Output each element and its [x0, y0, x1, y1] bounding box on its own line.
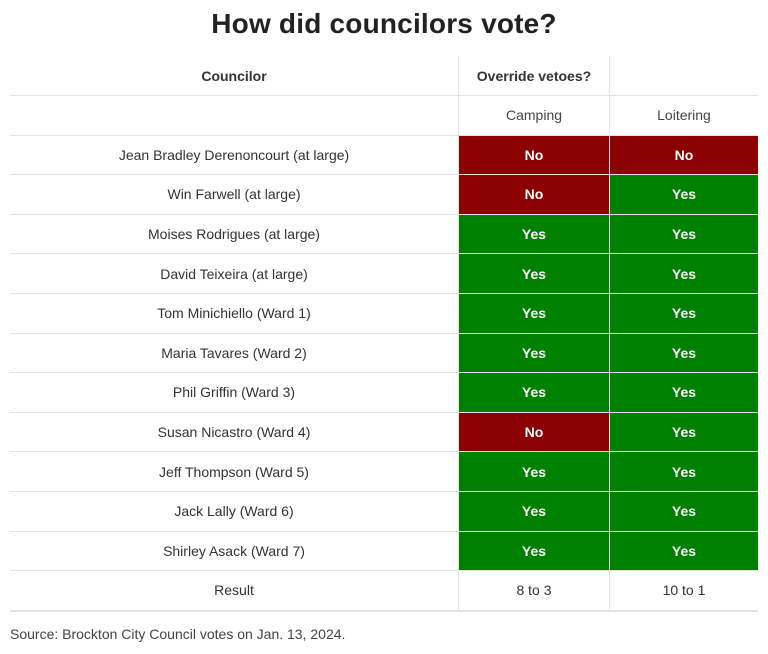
camping-vote: No: [458, 135, 610, 176]
camping-vote: Yes: [458, 531, 610, 572]
councilor-name: Phil Griffin (Ward 3): [10, 372, 459, 413]
table-row: Jeff Thompson (Ward 5) Yes Yes: [10, 451, 758, 492]
source-note: Source: Brockton City Council votes on J…: [10, 626, 346, 642]
loitering-vote: Yes: [609, 333, 758, 374]
table-row: Jean Bradley Derenoncourt (at large) No No: [10, 135, 758, 176]
result-camping: 8 to 3: [458, 570, 610, 612]
loitering-vote: Yes: [609, 174, 758, 215]
loitering-vote: Yes: [609, 531, 758, 572]
table-row: Moises Rodrigues (at large) Yes Yes: [10, 214, 758, 255]
subheader-empty: [10, 95, 459, 136]
header-loitering: Loitering: [609, 95, 758, 136]
councilor-name: David Teixeira (at large): [10, 253, 459, 294]
camping-vote: Yes: [458, 333, 610, 374]
camping-vote: Yes: [458, 293, 610, 334]
loitering-vote: Yes: [609, 372, 758, 413]
header-camping: Camping: [458, 95, 610, 136]
result-loitering: 10 to 1: [609, 570, 758, 612]
camping-vote: Yes: [458, 214, 610, 255]
table-row: Susan Nicastro (Ward 4) No Yes: [10, 412, 758, 453]
councilor-name: Jack Lally (Ward 6): [10, 491, 459, 532]
table-row: Maria Tavares (Ward 2) Yes Yes: [10, 333, 758, 374]
councilor-name: Susan Nicastro (Ward 4): [10, 412, 459, 453]
table-row: Shirley Asack (Ward 7) Yes Yes: [10, 531, 758, 572]
header-councilor: Councilor: [10, 56, 459, 96]
loitering-vote: Yes: [609, 253, 758, 294]
loitering-vote: Yes: [609, 491, 758, 532]
loitering-vote: Yes: [609, 214, 758, 255]
loitering-vote: Yes: [609, 412, 758, 453]
camping-vote: No: [458, 174, 610, 215]
table-row: Win Farwell (at large) No Yes: [10, 174, 758, 215]
councilor-name: Win Farwell (at large): [10, 174, 459, 215]
page-title: How did councilors vote?: [211, 8, 557, 39]
councilor-name: Shirley Asack (Ward 7): [10, 531, 459, 572]
header-empty: [609, 56, 758, 96]
table-row: Tom Minichiello (Ward 1) Yes Yes: [10, 293, 758, 334]
loitering-vote: No: [609, 135, 758, 176]
camping-vote: Yes: [458, 372, 610, 413]
loitering-vote: Yes: [609, 293, 758, 334]
header-override-vetoes: Override vetoes?: [458, 56, 610, 96]
table-row: David Teixeira (at large) Yes Yes: [10, 253, 758, 294]
result-row: Result 8 to 3 10 to 1: [10, 570, 758, 612]
camping-vote: Yes: [458, 253, 610, 294]
votes-table: Councilor Override vetoes? Camping Loite…: [10, 56, 758, 612]
table-row: Phil Griffin (Ward 3) Yes Yes: [10, 372, 758, 413]
councilor-name: Jean Bradley Derenoncourt (at large): [10, 135, 459, 176]
councilor-name: Tom Minichiello (Ward 1): [10, 293, 459, 334]
loitering-vote: Yes: [609, 451, 758, 492]
councilor-name: Moises Rodrigues (at large): [10, 214, 459, 255]
table-row: Jack Lally (Ward 6) Yes Yes: [10, 491, 758, 532]
camping-vote: Yes: [458, 491, 610, 532]
camping-vote: Yes: [458, 451, 610, 492]
councilor-name: Jeff Thompson (Ward 5): [10, 451, 459, 492]
result-label: Result: [10, 570, 459, 612]
councilor-name: Maria Tavares (Ward 2): [10, 333, 459, 374]
camping-vote: No: [458, 412, 610, 453]
